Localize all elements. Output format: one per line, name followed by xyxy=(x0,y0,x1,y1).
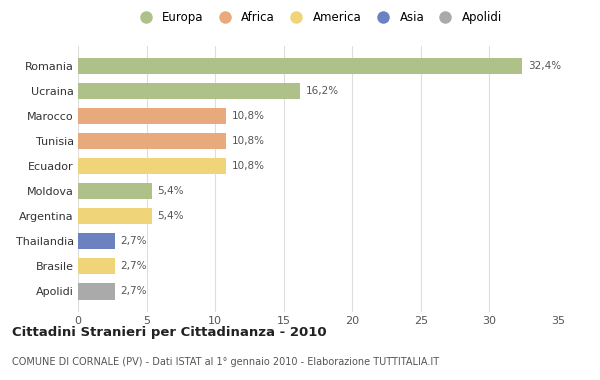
Text: 10,8%: 10,8% xyxy=(232,111,265,121)
Bar xyxy=(78,133,226,149)
Legend: Europa, Africa, America, Asia, Apolidi: Europa, Africa, America, Asia, Apolidi xyxy=(129,6,507,29)
Text: 32,4%: 32,4% xyxy=(528,61,561,71)
Text: 2,7%: 2,7% xyxy=(121,261,147,271)
Bar xyxy=(78,183,152,199)
Text: 10,8%: 10,8% xyxy=(232,136,265,146)
Text: 16,2%: 16,2% xyxy=(305,86,339,96)
Bar xyxy=(78,233,115,249)
Bar xyxy=(78,208,152,224)
Text: Cittadini Stranieri per Cittadinanza - 2010: Cittadini Stranieri per Cittadinanza - 2… xyxy=(12,326,326,339)
Text: 2,7%: 2,7% xyxy=(121,236,147,246)
Text: COMUNE DI CORNALE (PV) - Dati ISTAT al 1° gennaio 2010 - Elaborazione TUTTITALIA: COMUNE DI CORNALE (PV) - Dati ISTAT al 1… xyxy=(12,357,439,367)
Text: 2,7%: 2,7% xyxy=(121,287,147,296)
Text: 10,8%: 10,8% xyxy=(232,161,265,171)
Text: 5,4%: 5,4% xyxy=(158,211,184,221)
Bar xyxy=(78,283,115,299)
Text: 5,4%: 5,4% xyxy=(158,186,184,196)
Bar xyxy=(78,58,523,74)
Bar xyxy=(78,158,226,174)
Bar xyxy=(78,108,226,124)
Bar xyxy=(78,83,300,99)
Bar xyxy=(78,258,115,274)
